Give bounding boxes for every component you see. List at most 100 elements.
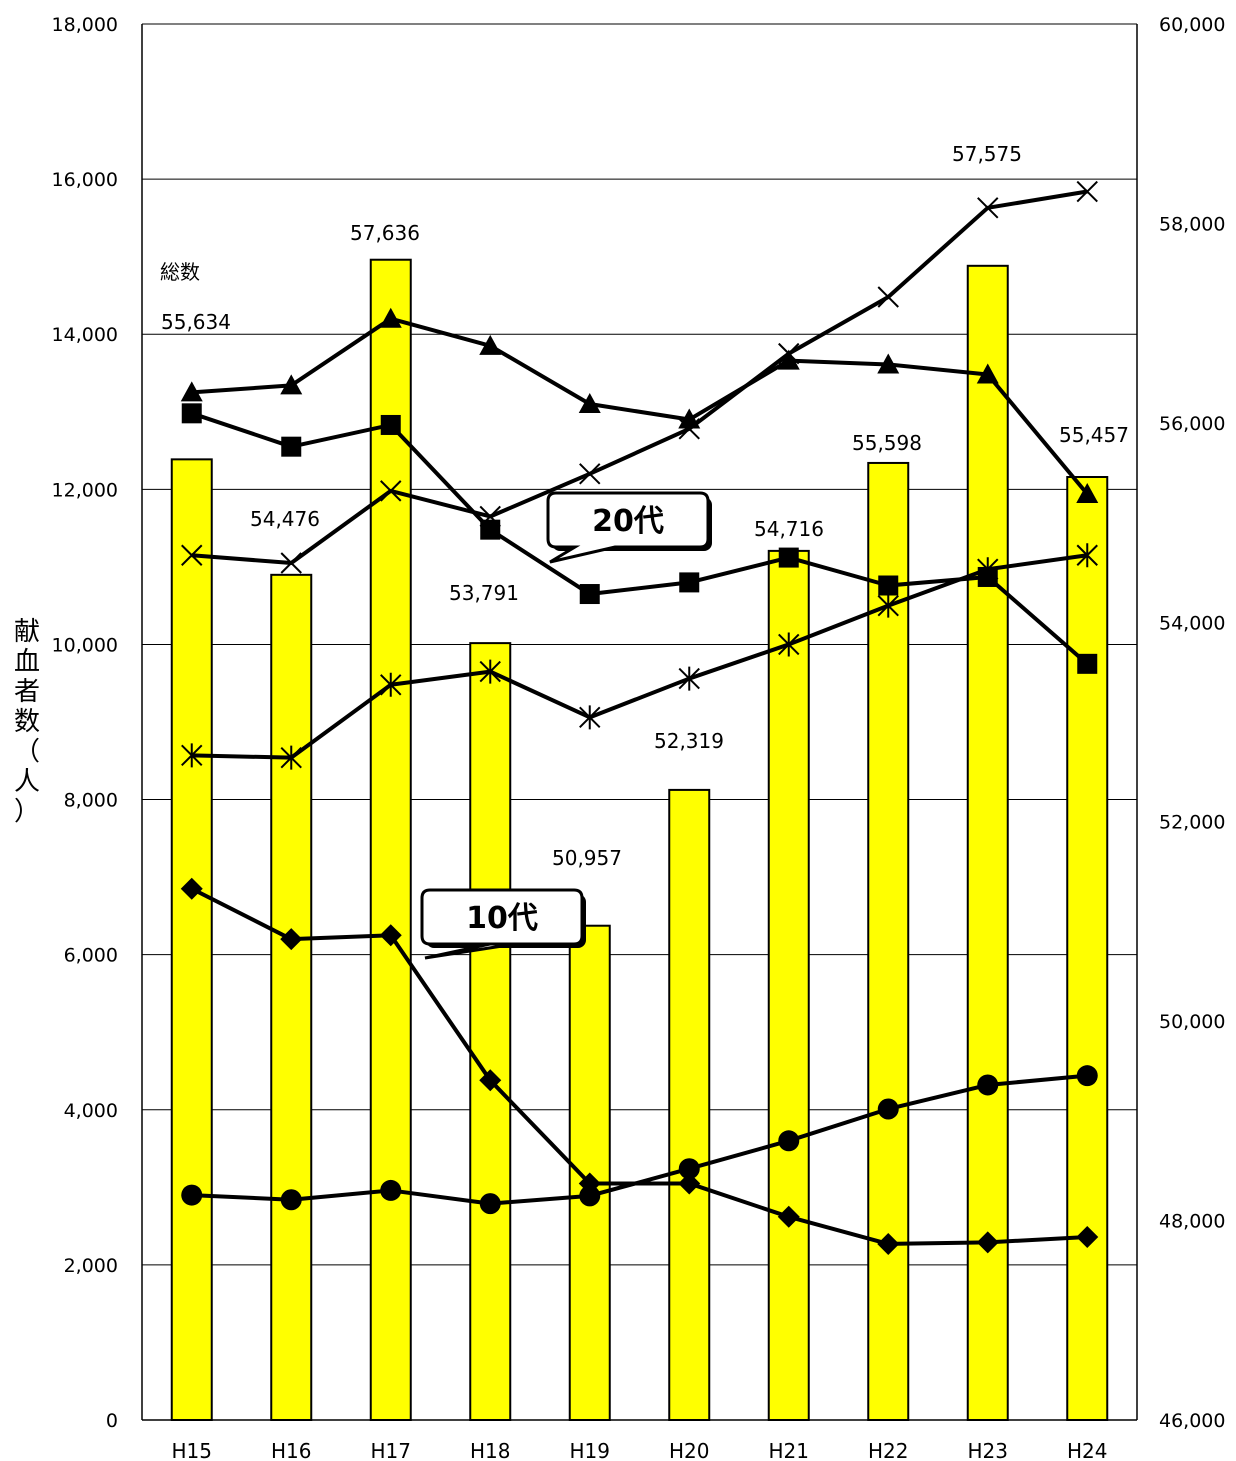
y-left-tick: 12,000	[52, 479, 118, 501]
bar-label: 55,634	[161, 310, 231, 334]
line-series-diamond	[180, 877, 1099, 1255]
marker-circle	[579, 1185, 601, 1207]
marker-asterisk	[877, 593, 899, 618]
y-right-tick: 46,000	[1159, 1410, 1225, 1432]
marker-cross	[579, 463, 601, 485]
x-tick: H24	[1067, 1439, 1108, 1461]
y-left-tick: 0	[106, 1410, 118, 1432]
marker-square	[679, 572, 700, 593]
marker-circle	[479, 1193, 501, 1215]
marker-circle	[778, 1130, 800, 1152]
marker-cross	[280, 552, 302, 574]
line-series-asterisk	[181, 543, 1098, 770]
series-line	[191, 316, 1089, 496]
line-series-square	[181, 403, 1098, 674]
series-line	[191, 1073, 1088, 1206]
marker-cross	[1076, 180, 1098, 203]
marker-triangle	[877, 353, 900, 374]
bar	[469, 642, 512, 1421]
bar-series-total	[170, 258, 1109, 1422]
callout-box	[546, 491, 710, 564]
marker-square	[380, 414, 401, 435]
series-line	[191, 411, 1089, 666]
y-left-tick: 2,000	[64, 1255, 118, 1277]
bar	[270, 573, 313, 1421]
marker-diamond	[1076, 1225, 1099, 1248]
marker-circle	[181, 1184, 203, 1206]
marker-asterisk	[280, 745, 302, 770]
bar-label: 57,636	[350, 221, 420, 245]
callout: 20代	[546, 491, 712, 564]
marker-diamond	[777, 1205, 800, 1228]
marker-triangle	[379, 307, 402, 328]
marker-circle	[280, 1189, 302, 1211]
bar-label: 57,575	[952, 142, 1022, 166]
x-tick: H21	[769, 1439, 810, 1461]
marker-asterisk	[678, 666, 700, 691]
x-tick: H20	[669, 1439, 710, 1461]
marker-triangle	[479, 334, 502, 355]
marker-cross	[877, 286, 899, 308]
callout-label: 10代	[466, 901, 538, 936]
x-tick: H22	[868, 1439, 909, 1461]
marker-diamond	[877, 1232, 900, 1255]
marker-square	[281, 436, 302, 457]
callout: 10代	[420, 888, 586, 960]
y-axis-label-char: 献	[14, 617, 40, 647]
bar	[369, 258, 412, 1421]
x-tick: H16	[271, 1439, 312, 1461]
marker-triangle	[180, 381, 203, 402]
marker-cross	[479, 505, 501, 528]
callouts: 20代 10代	[420, 491, 712, 960]
marker-diamond	[280, 928, 303, 951]
marker-square	[878, 575, 899, 596]
marker-cross	[181, 544, 203, 566]
marker-square	[480, 519, 501, 540]
x-tick: H23	[968, 1439, 1009, 1461]
y-axis-label: 献血者数（人）	[14, 617, 40, 827]
y-right-tick: 60,000	[1159, 14, 1225, 36]
marker-triangle	[1076, 482, 1099, 503]
y-left-tick: 8,000	[64, 790, 118, 812]
marker-cross	[380, 480, 402, 502]
bar	[668, 788, 711, 1421]
marker-cross	[778, 342, 800, 365]
x-tick: H15	[172, 1439, 213, 1461]
marker-asterisk	[1076, 543, 1098, 568]
marker-cross	[678, 418, 700, 440]
marker-asterisk	[977, 557, 999, 582]
x-tick: H18	[470, 1439, 511, 1461]
y-right-tick: 54,000	[1159, 612, 1225, 634]
bar-label: 53,791	[449, 581, 519, 605]
y-right-tick: 52,000	[1159, 812, 1225, 834]
marker-circle	[877, 1098, 899, 1120]
marker-triangle	[976, 363, 999, 384]
y-axis-label-char: （	[14, 737, 40, 767]
series-line	[190, 886, 1088, 1246]
y-left-tick: 18,000	[52, 14, 118, 36]
bar	[1066, 476, 1109, 1421]
marker-diamond	[976, 1231, 999, 1254]
marker-asterisk	[380, 672, 402, 697]
y-axis-label-char: ）	[14, 797, 40, 827]
y-left-tick: 14,000	[52, 324, 118, 346]
marker-triangle	[777, 349, 800, 370]
y-axis-label-char: 血	[14, 647, 40, 677]
bar-label: 55,598	[852, 431, 922, 455]
y-right-tick: 50,000	[1159, 1011, 1225, 1033]
bar-label: 54,716	[754, 517, 824, 541]
y-right-tick: 58,000	[1159, 213, 1225, 235]
axis-ticks: 0 2,000 4,000 6,000 8,000 10,000 12,000 14,000 1…	[52, 14, 1226, 1461]
y-axis-label-char: 数	[14, 707, 40, 737]
marker-triangle	[280, 374, 303, 395]
y-axis-label-char: 者	[14, 677, 40, 707]
marker-square	[579, 584, 600, 605]
bar	[170, 458, 213, 1421]
marker-circle	[1076, 1065, 1098, 1087]
x-tick: H19	[570, 1439, 611, 1461]
y-right-tick: 48,000	[1159, 1211, 1225, 1233]
line-series	[180, 180, 1099, 1255]
y-left-tick: 10,000	[52, 634, 118, 656]
marker-circle	[678, 1158, 700, 1180]
